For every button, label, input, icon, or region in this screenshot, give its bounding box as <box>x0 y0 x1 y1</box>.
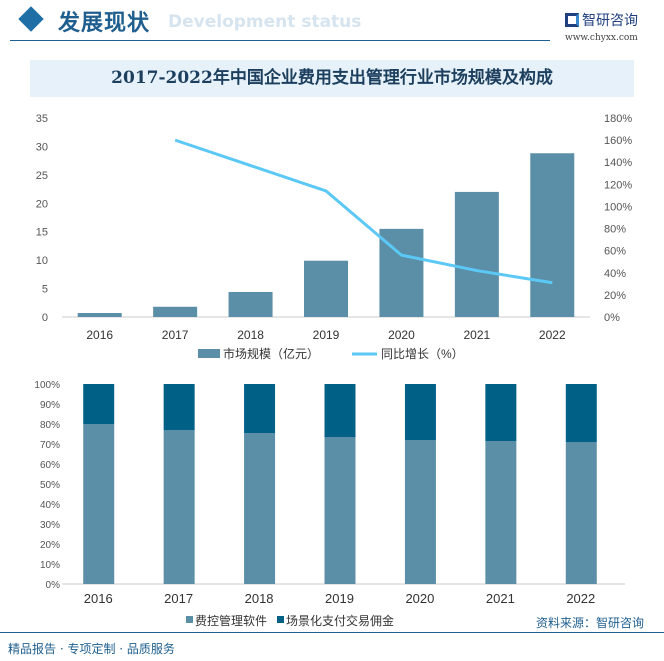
footer-divider <box>0 632 664 633</box>
logo-text: 智研咨询 <box>582 13 638 29</box>
bar-software <box>244 433 276 584</box>
bar-software <box>324 437 356 584</box>
right-tick-label: 0% <box>604 312 620 324</box>
bar-commission <box>404 384 436 440</box>
x-tick-label: 2016 <box>86 328 113 342</box>
left-tick-label: 15 <box>36 227 48 239</box>
left-tick-label: 0 <box>42 312 48 324</box>
left-tick-label: 30 <box>36 141 48 153</box>
bar-software <box>404 440 436 584</box>
stacked-chart: 0% 10% 20% 30% 40% 50% 60% 70% 80% 90% 100% 2016 201… <box>34 380 625 628</box>
x-tick-label: 2022 <box>566 591 595 606</box>
bar-market-size <box>304 260 348 317</box>
y-tick-label: 90% <box>40 400 60 411</box>
brand-logo: 智研咨询 <box>565 10 638 30</box>
bar-software <box>163 430 195 584</box>
y-tick-label: 70% <box>40 440 60 451</box>
x-tick-label: 2019 <box>325 591 354 606</box>
y-tick-label: 30% <box>40 520 60 531</box>
x-tick-label: 2020 <box>388 328 415 342</box>
footer-slogan: 精品报告 · 专项定制 · 品质服务 <box>8 642 175 656</box>
footer-source: 资料来源：智研咨询 <box>536 616 645 630</box>
y-tick-label: 60% <box>40 460 60 471</box>
logo-url: www.chyxx.com <box>565 33 638 43</box>
legend-label-bar: 市场规模（亿元） <box>223 346 319 361</box>
legend-label-line: 同比增长（%） <box>381 347 464 361</box>
y-tick-label: 50% <box>40 480 60 491</box>
header-title: 发展现状 <box>58 11 151 36</box>
bar-software <box>83 424 115 584</box>
left-tick-label: 35 <box>36 113 48 125</box>
line-growth-rate <box>174 138 553 285</box>
right-tick-label: 180% <box>604 113 632 125</box>
bar-market-size <box>77 313 122 317</box>
x-tick-label: 2021 <box>464 328 491 342</box>
y-tick-label: 0% <box>46 580 61 591</box>
left-tick-label: 25 <box>36 170 48 182</box>
bar-commission <box>244 384 276 433</box>
y-tick-label: 100% <box>34 380 60 391</box>
right-tick-label: 40% <box>604 268 626 280</box>
x-tick-label: 2018 <box>245 591 274 606</box>
left-tick-label: 5 <box>42 284 48 296</box>
right-tick-label: 60% <box>604 246 626 258</box>
right-tick-label: 160% <box>604 135 632 147</box>
y-tick-label: 80% <box>40 420 60 431</box>
x-tick-label: 2020 <box>405 591 434 606</box>
combo-chart: 0 5 10 15 20 25 30 35 0% 20% 40% 60% 80% 100% 120% 140%… <box>36 113 633 361</box>
bar-commission <box>163 384 195 430</box>
x-tick-label: 2017 <box>164 591 193 606</box>
x-tick-label: 2019 <box>313 328 340 342</box>
bar-software <box>565 442 597 584</box>
x-tick-label: 2018 <box>237 328 264 342</box>
x-tick-label: 2017 <box>162 328 189 342</box>
bar-market-size <box>153 306 198 317</box>
bar-software <box>485 441 517 584</box>
legend-swatch-commission <box>277 616 284 623</box>
bar-commission <box>565 384 597 442</box>
left-tick-label: 10 <box>36 255 48 267</box>
bar-market-size <box>454 191 499 317</box>
legend-swatch-bar <box>198 349 220 358</box>
bar-commission <box>324 384 356 437</box>
right-tick-label: 100% <box>604 201 632 213</box>
x-tick-label: 2022 <box>539 328 566 342</box>
x-tick-label: 2021 <box>486 591 515 606</box>
bar-commission <box>485 384 517 441</box>
right-tick-label: 120% <box>604 179 632 191</box>
chart-title: 2017-2022年中国企业费用支出管理行业市场规模及构成 <box>30 60 634 97</box>
header-divider <box>10 40 550 41</box>
y-tick-label: 10% <box>40 560 60 571</box>
x-tick-label: 2016 <box>84 591 113 606</box>
y-tick-label: 20% <box>40 540 60 551</box>
logo-icon <box>565 13 579 27</box>
bar-commission <box>83 384 115 424</box>
header-subtitle: Development status <box>168 12 362 32</box>
bar-market-size <box>530 153 575 317</box>
legend-swatch-software <box>186 616 193 623</box>
right-tick-label: 20% <box>604 290 626 302</box>
legend-label-commission: 场景化支付交易佣金 <box>286 613 394 628</box>
right-tick-label: 80% <box>604 224 626 236</box>
left-tick-label: 20 <box>36 198 48 210</box>
right-tick-label: 140% <box>604 157 632 169</box>
y-tick-label: 40% <box>40 500 60 511</box>
legend-label-software: 费控管理软件 <box>195 613 267 628</box>
bar-market-size <box>228 291 273 317</box>
